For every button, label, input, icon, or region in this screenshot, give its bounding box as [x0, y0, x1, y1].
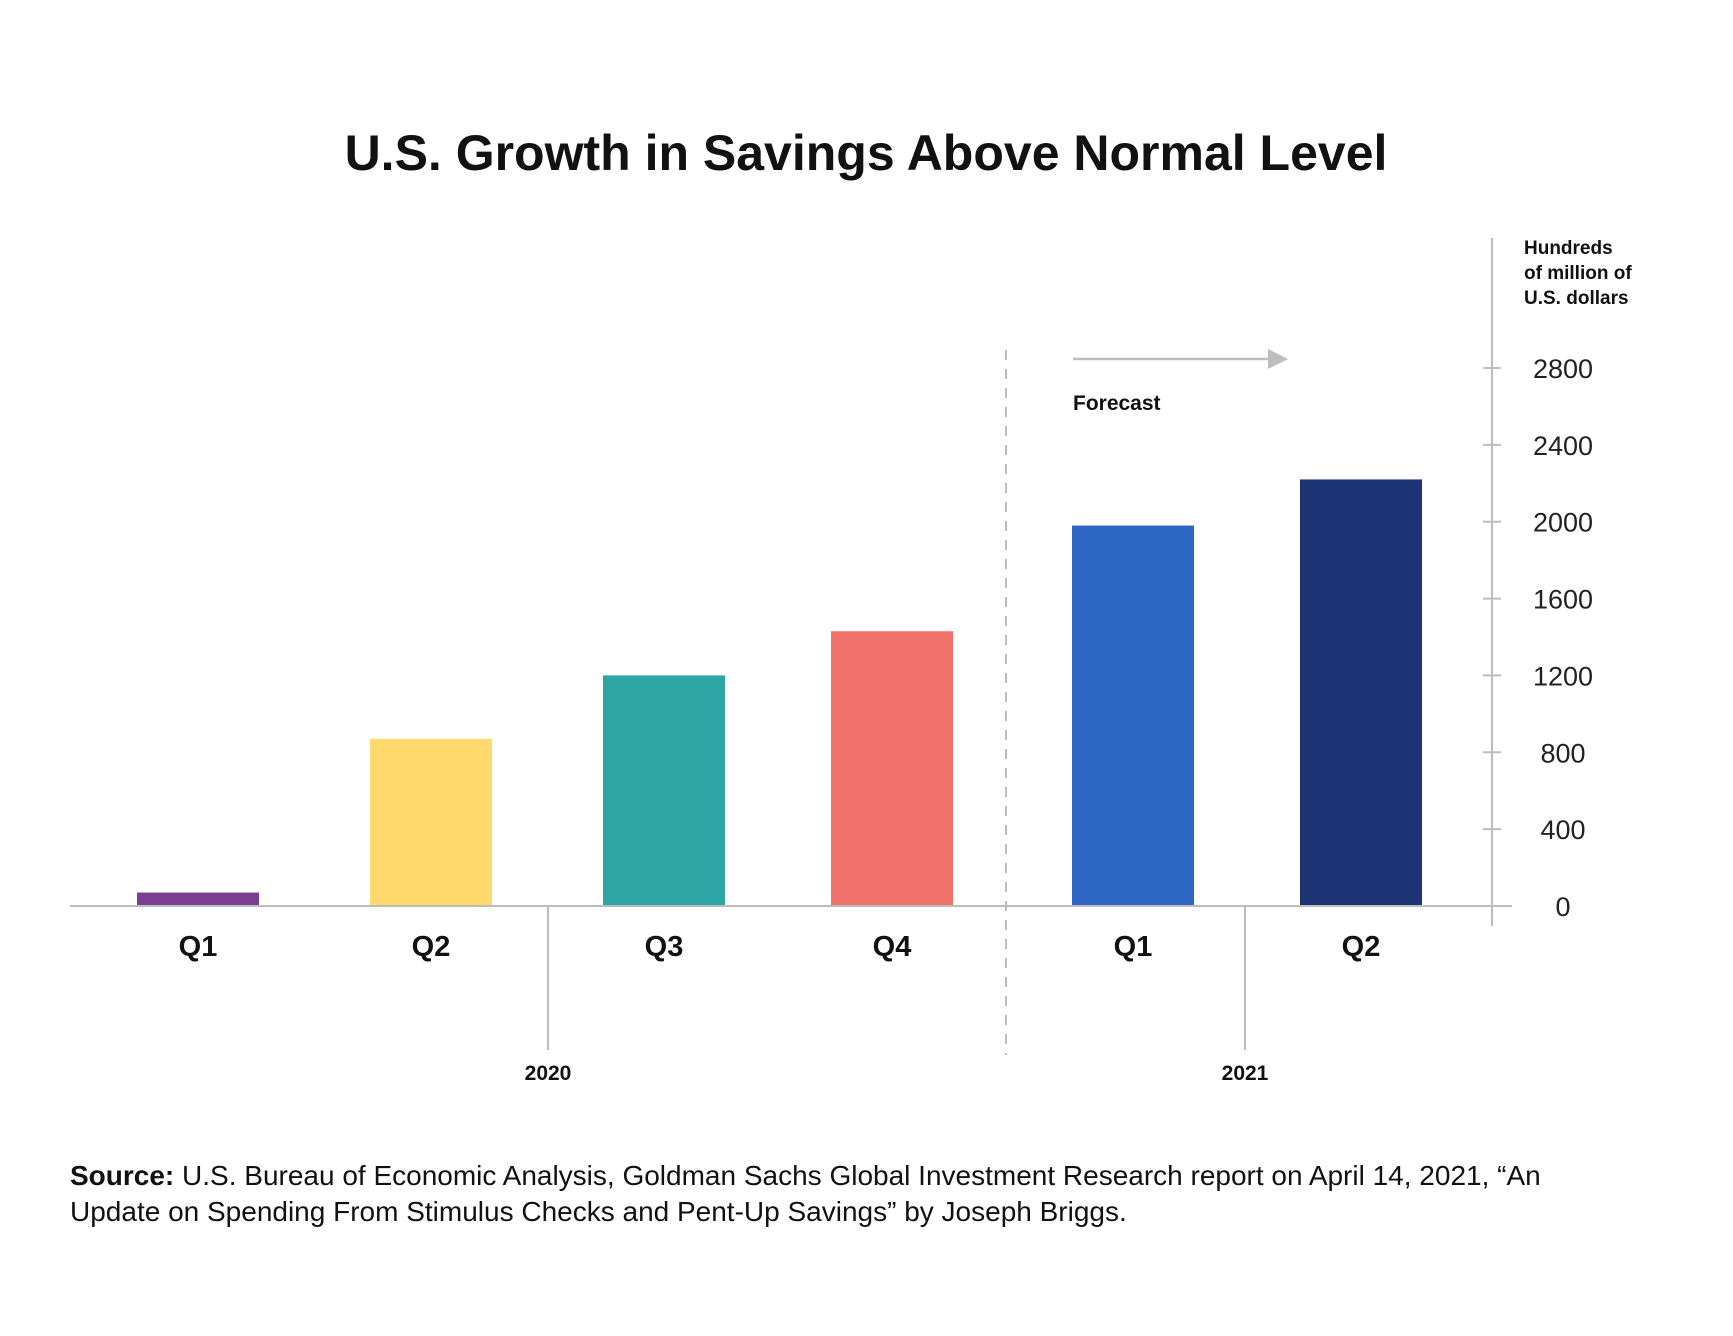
bar-2 — [370, 738, 492, 906]
chart-title: U.S. Growth in Savings Above Normal Leve… — [345, 125, 1388, 181]
bar-1 — [137, 892, 259, 906]
source-text: U.S. Bureau of Economic Analysis, Goldma… — [70, 1160, 1541, 1227]
x-tick-label-6: Q2 — [1342, 931, 1381, 963]
forecast-arrowhead — [1268, 349, 1288, 369]
x-tick-label-2: Q2 — [412, 931, 451, 963]
y-tick-label-2800: 2800 — [1533, 354, 1593, 384]
bar-3 — [603, 675, 725, 906]
y-tick-label-1200: 1200 — [1533, 661, 1593, 691]
x-tick-label-4: Q4 — [873, 931, 912, 963]
bar-5 — [1072, 525, 1194, 906]
x-tick-label-3: Q3 — [645, 931, 684, 963]
source-note: Source: U.S. Bureau of Economic Analysis… — [70, 1158, 1630, 1230]
bar-6 — [1300, 479, 1422, 906]
x-tick-label-1: Q1 — [179, 931, 218, 963]
y-tick-label-1600: 1600 — [1533, 585, 1593, 615]
year-label-2021: 2021 — [1222, 1062, 1269, 1085]
y-tick-label-2000: 2000 — [1533, 508, 1593, 538]
year-label-2020: 2020 — [525, 1062, 572, 1085]
y-tick-label-0: 0 — [1555, 892, 1570, 922]
y-axis-unit-line-1: Hundreds — [1524, 238, 1613, 259]
y-tick-label-2400: 2400 — [1533, 431, 1593, 461]
y-axis-unit-line-3: U.S. dollars — [1524, 288, 1629, 309]
x-tick-label-5: Q1 — [1114, 931, 1153, 963]
bar-4 — [831, 631, 953, 906]
y-tick-label-800: 800 — [1540, 738, 1585, 768]
forecast-label: Forecast — [1073, 392, 1161, 415]
y-axis-unit-line-2: of million of — [1524, 263, 1632, 284]
source-label: Source: — [70, 1160, 175, 1191]
y-tick-label-400: 400 — [1540, 815, 1585, 845]
